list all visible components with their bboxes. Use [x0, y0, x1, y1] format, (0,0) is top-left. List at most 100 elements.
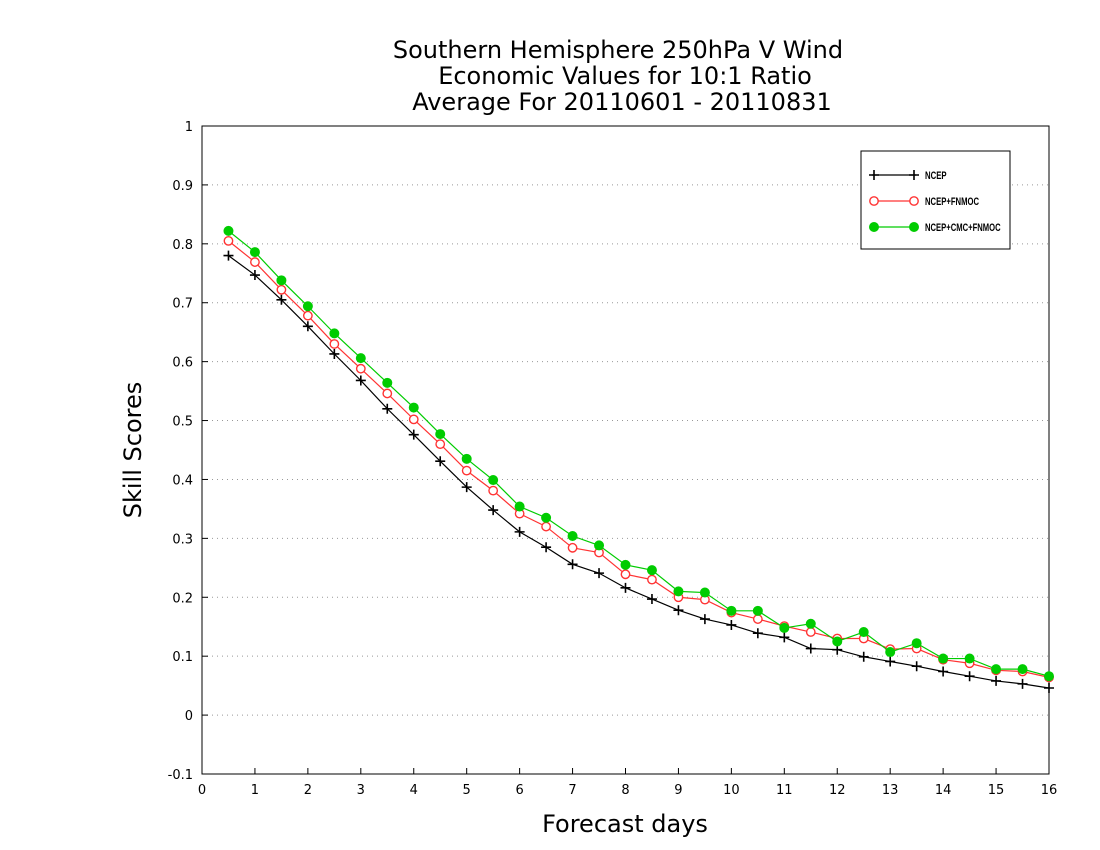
data-point [699, 587, 710, 598]
data-point [329, 348, 340, 359]
data-point [858, 651, 869, 662]
chart-title: Southern Hemisphere 250hPa V Wind Econom… [393, 36, 843, 116]
data-point [752, 605, 763, 616]
axis-ticks: -0.100.10.20.30.40.50.60.70.80.910 1 2 3 4 5 6… [168, 120, 1058, 798]
data-point [911, 661, 922, 672]
data-point [726, 605, 737, 616]
data-point [991, 675, 1002, 686]
data-point [885, 656, 896, 667]
data-point [869, 222, 879, 232]
data-point [673, 605, 684, 616]
legend-label: NCEP [925, 170, 947, 182]
x-axis-label: Forecast days [542, 810, 708, 838]
data-point [938, 653, 949, 664]
data-point [964, 671, 975, 682]
data-point [408, 429, 419, 440]
data-point [355, 363, 366, 374]
data-point [646, 565, 657, 576]
data-point [911, 638, 922, 649]
data-point [249, 270, 260, 281]
legend-entry: NCEP [869, 170, 947, 182]
y-tick-label: 0.2 [172, 591, 193, 606]
data-point [276, 275, 287, 286]
data-point [567, 542, 578, 553]
data-point [514, 501, 525, 512]
x-tick-label: 0 [198, 783, 206, 798]
series-ncep-fnmoc [223, 235, 1054, 683]
x-tick-label: 7 [568, 783, 576, 798]
data-point [909, 196, 919, 206]
series-ncep-cmc-fnmoc [223, 225, 1054, 682]
data-point [1044, 671, 1054, 682]
data-point [779, 632, 790, 643]
data-point [435, 429, 446, 440]
y-tick-label: 0.8 [172, 238, 193, 253]
data-point [869, 196, 879, 206]
data-point [620, 582, 631, 593]
data-series [223, 225, 1054, 693]
data-point [1044, 682, 1054, 693]
y-tick-label: 0.5 [172, 415, 193, 430]
x-tick-label: 16 [1041, 783, 1058, 798]
data-point [594, 568, 605, 579]
x-tick-label: 15 [988, 783, 1005, 798]
data-point [382, 377, 393, 388]
data-point [752, 628, 763, 639]
series-ncep [223, 250, 1054, 693]
y-tick-label: 0.3 [172, 532, 193, 547]
data-point [567, 531, 578, 542]
series-line [228, 240, 1050, 678]
data-point [620, 559, 631, 570]
legend-box [860, 150, 1011, 250]
data-point [435, 439, 446, 450]
x-tick-label: 4 [410, 783, 418, 798]
data-point [514, 526, 525, 537]
x-tick-label: 12 [829, 783, 846, 798]
x-tick-label: 5 [463, 783, 471, 798]
y-tick-label: 1 [185, 120, 193, 135]
data-point [832, 636, 843, 647]
data-point [355, 375, 366, 386]
data-point [488, 475, 499, 486]
data-point [408, 414, 419, 425]
data-point [673, 586, 684, 597]
data-point [938, 666, 949, 677]
chart-title-line-3: Average For 20110601 - 20110831 [412, 88, 832, 116]
x-tick-label: 1 [251, 783, 259, 798]
legend-entry: NCEP+FNMOC [869, 196, 979, 208]
data-point [382, 388, 393, 399]
data-point [461, 453, 472, 464]
data-point [223, 250, 234, 261]
data-point [223, 235, 234, 246]
data-point [805, 643, 816, 654]
data-point [726, 619, 737, 630]
data-point [276, 294, 287, 305]
x-tick-label: 11 [776, 783, 793, 798]
data-point [249, 247, 260, 258]
data-point [752, 614, 763, 624]
data-point [382, 403, 393, 414]
data-point [223, 225, 234, 236]
y-tick-label: 0.9 [172, 179, 193, 194]
data-point [408, 402, 419, 413]
data-point [488, 485, 499, 496]
y-tick-label: -0.1 [168, 768, 193, 783]
data-point [858, 627, 869, 638]
data-point [909, 222, 919, 232]
data-point [541, 512, 552, 523]
data-point [885, 647, 896, 658]
gridlines [202, 184, 1049, 716]
x-tick-label: 9 [674, 783, 682, 798]
data-point [461, 465, 472, 476]
data-point [805, 627, 816, 637]
data-point [964, 653, 975, 664]
data-point [488, 505, 499, 516]
data-point [699, 614, 710, 625]
data-point [302, 301, 313, 312]
x-tick-label: 3 [357, 783, 365, 798]
legend-label: NCEP+CMC+FNMOC [925, 222, 1001, 234]
x-tick-label: 6 [515, 783, 523, 798]
data-point [779, 622, 790, 633]
x-tick-label: 8 [621, 783, 629, 798]
data-point [909, 170, 919, 180]
